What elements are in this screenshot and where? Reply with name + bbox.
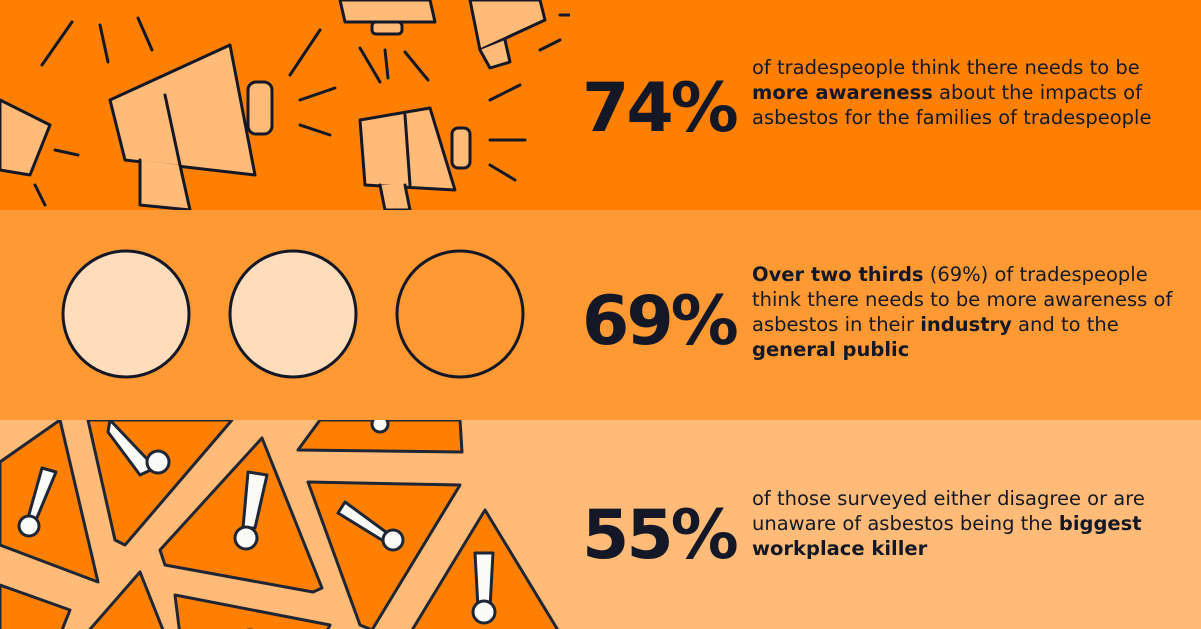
megaphone-icon (338, 0, 437, 36)
text-part: of tradespeople think there needs to be (752, 56, 1140, 79)
warning-triangle-icon (173, 593, 332, 629)
text-emphasis: industry (920, 313, 1012, 336)
text-emphasis: Over two thirds (752, 263, 924, 286)
text-emphasis: general public (752, 338, 910, 361)
stat-percent: 55% (582, 496, 739, 575)
text-part: and to the (1011, 313, 1119, 336)
stat-description: Over two thirds (69%) of tradespeople th… (752, 262, 1182, 362)
stat-description: of tradespeople think there needs to be … (752, 55, 1182, 130)
megaphone-icon (468, 0, 547, 70)
megaphone-icon (108, 43, 274, 210)
stat-description: of those surveyed either disagree or are… (752, 486, 1182, 561)
stat-band-awareness-industry: 69% Over two thirds (69%) of tradespeopl… (0, 210, 1201, 420)
stat-band-workplace-killer: 55% of those surveyed either disagree or… (0, 420, 1201, 629)
text-emphasis: more awareness (752, 81, 933, 104)
megaphone-icon (358, 106, 472, 210)
warning-triangle-icon (296, 420, 464, 454)
warning-triangle-icon (0, 583, 72, 629)
circle-icon-empty (395, 249, 525, 379)
warning-triangle-icon (306, 480, 462, 629)
stat-band-awareness-families: 74% of tradespeople think there needs to… (0, 0, 1201, 210)
warning-triangles-illustration (0, 420, 560, 629)
warning-triangle-icon (0, 420, 100, 584)
stat-percent: 74% (582, 69, 739, 148)
megaphone-illustration (0, 0, 570, 210)
megaphone-icon (0, 98, 52, 177)
circles-illustration (61, 249, 525, 379)
stat-percent: 69% (582, 282, 739, 361)
text-part: (69%) of tradespeople think there needs … (752, 263, 1173, 336)
warning-triangle-icon (88, 570, 165, 629)
warning-triangle-icon (410, 508, 560, 629)
circle-icon-filled (228, 249, 358, 379)
text-part: about the impacts of asbestos for the fa… (752, 81, 1152, 129)
circle-icon-filled (61, 249, 191, 379)
text-emphasis: biggest workplace killer (752, 512, 1142, 560)
warning-triangle-icon (86, 420, 234, 547)
text-part: of those surveyed either disagree or are… (752, 487, 1145, 535)
sound-lines (33, 13, 570, 207)
warning-triangle-icon (158, 436, 324, 594)
